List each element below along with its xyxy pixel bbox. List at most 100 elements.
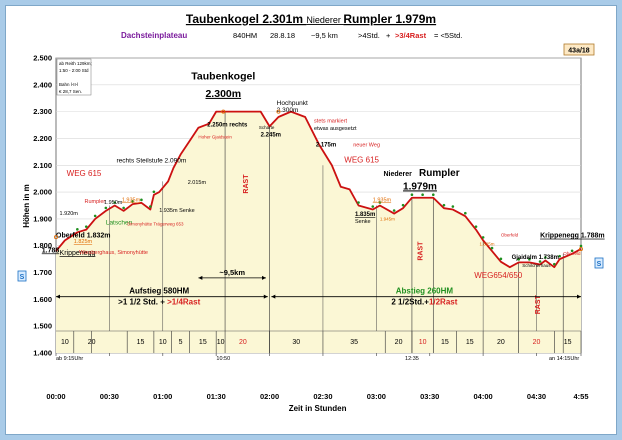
vegetation-dot xyxy=(131,199,134,203)
annotation-label: Latschen xyxy=(106,219,133,226)
annotation-label: Hochpunkt xyxy=(277,100,308,107)
x-tick-label: 03:00 xyxy=(367,392,386,401)
vegetation-dot xyxy=(357,201,360,204)
annotation-label: Rumpler xyxy=(84,199,105,205)
right-s-marker: S xyxy=(597,261,602,268)
rest-label: RAST xyxy=(243,174,250,194)
annotation-label: neuer Weg xyxy=(353,143,380,149)
profile-area xyxy=(56,111,581,354)
annotation-label: Hoher Gjaidstein xyxy=(198,134,232,139)
vegetation-dot xyxy=(140,198,143,202)
y-axis-label: Höhen in m xyxy=(22,184,31,228)
annotation-label: 1.979m xyxy=(403,181,437,192)
left-info-line: Bahn l-II-l xyxy=(59,82,78,87)
segment-duration-label: 35 xyxy=(350,339,358,346)
info-total: = <5Std. xyxy=(434,31,462,40)
vegetation-dot xyxy=(517,258,521,261)
y-tick-label: 1.800 xyxy=(33,241,52,250)
vegetation-dot xyxy=(464,211,467,215)
annotation-label: Schilcherhaus xyxy=(522,263,551,268)
km-label: ~9,5km xyxy=(219,268,245,277)
info-hm: 840HM xyxy=(233,31,257,40)
left-info-box xyxy=(56,58,92,96)
x-tick-label: 00:30 xyxy=(100,392,119,401)
annotation-label: WEG 615 xyxy=(344,156,379,165)
annotation-label: 1.935m xyxy=(373,197,392,203)
annotation-label: rechts Steilstufe 2.090m xyxy=(117,158,187,165)
vegetation-dot xyxy=(113,201,117,204)
vegetation-dot xyxy=(544,256,547,259)
segment-duration-label: 10 xyxy=(61,339,69,346)
y-tick-label: 2.400 xyxy=(33,80,52,89)
annotation-label: Simonyhütte Trägerweg 653 xyxy=(127,222,184,227)
annotation-label: 2.245m xyxy=(261,132,281,138)
vegetation-dot xyxy=(553,262,556,266)
annotation-label: 2.250m rechts xyxy=(207,122,248,128)
elevation-profile-chart: Taubenkogel 2.301m Niederer Rumpler 1.97… xyxy=(17,12,605,413)
title-part-taubenkogel: Taubenkogel 2.301m xyxy=(186,12,307,26)
annotation-label: 1.788 xyxy=(42,247,60,254)
annotation-label: Krippenegg 1.788m xyxy=(540,233,605,240)
left-info-line: € 28,7 Sen. xyxy=(59,89,82,94)
x-tick-label: 04:30 xyxy=(527,392,546,401)
aufstieg-line2: >1 1/2 Std. + >1/4Rast xyxy=(118,298,200,307)
vegetation-dot xyxy=(490,246,494,250)
left-info-line: ab Reith 129km; xyxy=(59,61,92,66)
annotation-label: Rumpler xyxy=(419,168,460,179)
aufstieg-line1: Aufstieg 580HM xyxy=(129,287,189,296)
y-tick-label: 2.200 xyxy=(33,134,52,143)
x-tick-label: 4:55 xyxy=(573,392,588,401)
time-note: ab 9:15Uhr xyxy=(56,356,83,362)
rest-label: RAST xyxy=(535,294,542,314)
annotation-label: 2.015m xyxy=(188,180,207,186)
summit-marker xyxy=(54,235,59,240)
y-tick-label: 1.900 xyxy=(33,214,52,223)
segment-duration-label: 30 xyxy=(292,339,300,346)
segment-duration-label: 20 xyxy=(497,339,505,346)
annotation-label: Oberfeld 1.832m xyxy=(56,233,110,240)
y-tick-label: 2.300 xyxy=(33,107,52,116)
annotation-label: 1.935m Senke xyxy=(159,208,194,214)
vegetation-dot xyxy=(442,203,446,207)
segment-duration-label: 5 xyxy=(179,339,183,346)
y-tick-label: 2.100 xyxy=(33,161,52,170)
vegetation-dot xyxy=(431,193,435,197)
vegetation-dot xyxy=(84,225,88,228)
vegetation-dot xyxy=(421,193,424,197)
annotation-label: 1.920m xyxy=(60,211,79,217)
segment-duration-label: 10 xyxy=(159,339,167,346)
segment-duration-label: 10 xyxy=(217,339,225,346)
vegetation-dot xyxy=(152,190,156,194)
abstieg-line1: Abstieg 260HM xyxy=(396,287,454,296)
annotation-label: 2.300m xyxy=(277,107,299,114)
vegetation-dot xyxy=(93,214,97,218)
badge-label: 43a/18 xyxy=(568,48,590,55)
segment-duration-label: 15 xyxy=(564,339,572,346)
vegetation-dot xyxy=(104,206,108,210)
annotation-label: 2.175m xyxy=(316,143,336,149)
annotation-label: WEG 615 xyxy=(67,169,102,178)
info-region: Dachsteinplateau xyxy=(121,31,187,40)
title-part-niederer: Niederer xyxy=(306,15,343,25)
vegetation-dot xyxy=(401,203,405,207)
annotation-label: Taubenkogel xyxy=(191,70,255,82)
annotation-label: Gjaidalm 1.738m xyxy=(512,255,559,261)
annotation-label: Oberfeld xyxy=(501,232,519,237)
info-date: 28.8.18 xyxy=(270,31,295,40)
summit-marker xyxy=(579,246,584,251)
vegetation-dot xyxy=(474,225,478,228)
aufstieg-time: >1 1/2 Std. xyxy=(118,298,160,307)
title-part-rumpler: Rumpler 1.979m xyxy=(343,12,436,26)
annotation-label: 2.300m xyxy=(205,88,241,100)
time-note: 12:35 xyxy=(405,356,419,362)
vegetation-dot xyxy=(410,193,414,197)
vegetation-dot xyxy=(579,244,583,248)
vegetation-dot xyxy=(378,201,382,204)
vegetation-dot xyxy=(558,254,561,258)
vegetation-dot xyxy=(570,249,574,253)
vegetation-dot xyxy=(371,205,375,208)
segment-duration-label: 20 xyxy=(88,339,96,346)
segment-duration-label: 15 xyxy=(466,339,474,346)
annotation-label: Senke xyxy=(355,219,371,225)
info-rast: >3/4Rast xyxy=(395,31,427,40)
